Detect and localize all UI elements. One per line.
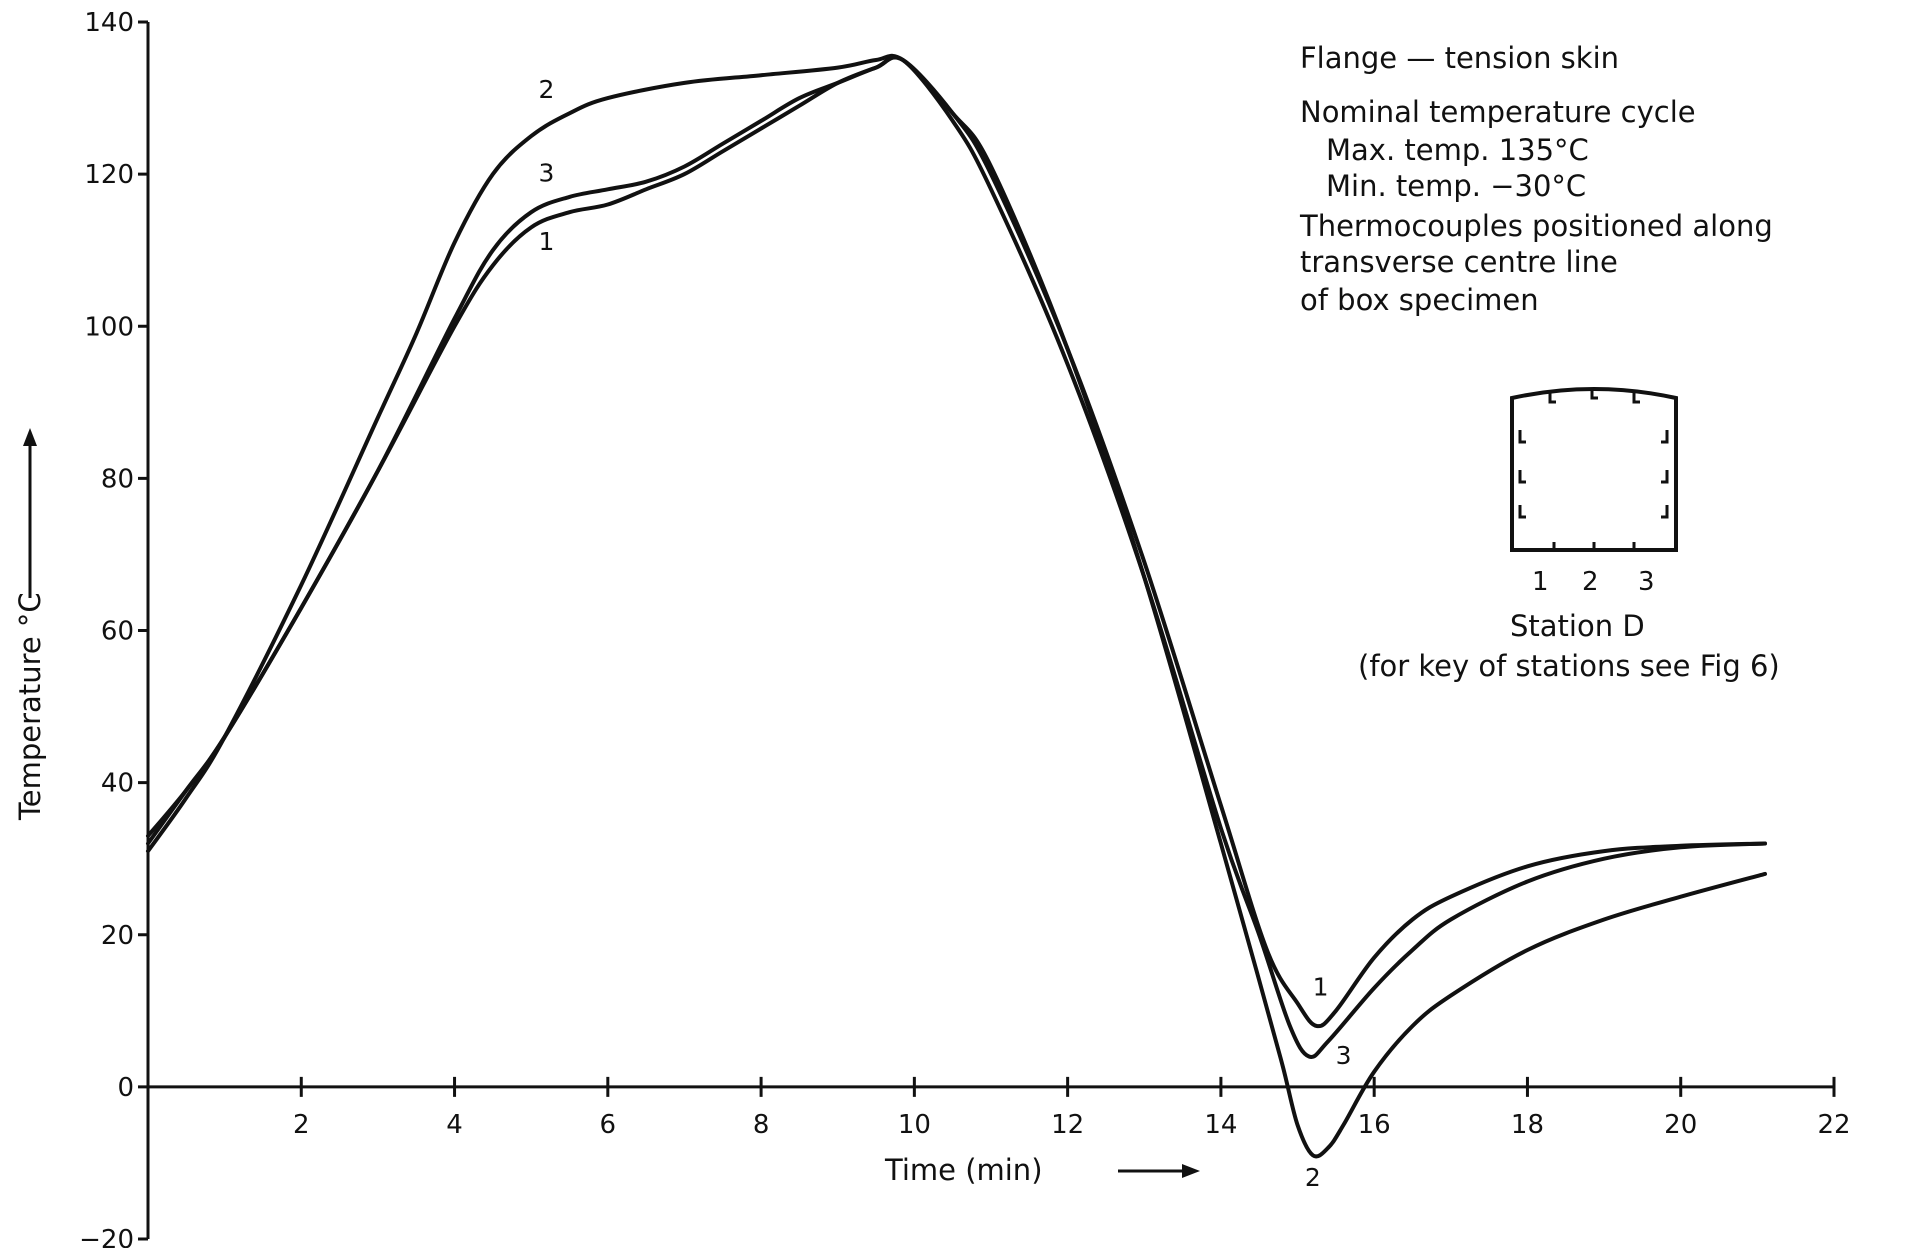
x-axis-arrow-head (1182, 1164, 1200, 1178)
y-tick-label-140: 140 (84, 8, 134, 38)
curve-label-2-5: 2 (1305, 1163, 1321, 1192)
station-label-3: 3 (1638, 567, 1655, 597)
y-axis-title-group: Temperature °C (13, 428, 47, 821)
curve-label-1-3: 1 (1313, 973, 1329, 1002)
curve-label-2-0: 2 (539, 75, 555, 104)
x-tick-label-18: 18 (1511, 1110, 1544, 1140)
note-cycle: Nominal temperature cycle (1300, 95, 1696, 129)
y-tick-label-100: 100 (84, 312, 134, 342)
y-axis-arrow-head (23, 428, 37, 446)
x-tick-label-8: 8 (753, 1110, 770, 1140)
thermocouple-marks (1518, 388, 1669, 550)
curve-label-3-1: 3 (539, 159, 555, 188)
x-tick-label-6: 6 (600, 1110, 617, 1140)
y-axis-title: Temperature °C (13, 592, 47, 821)
y-tick-label-40: 40 (101, 769, 134, 799)
y-tick-label-60: 60 (101, 617, 134, 647)
y-ticks: −20 0 20 40 60 80 100 120 140 (79, 8, 148, 1248)
curve-label-3-4: 3 (1336, 1041, 1352, 1070)
note-max-temp: Max. temp. 135°C (1326, 133, 1589, 167)
x-ticks: 2 4 6 8 10 12 14 16 18 20 22 (293, 1076, 1851, 1140)
x-tick-label-14: 14 (1204, 1110, 1237, 1140)
note-centre-line: transverse centre line (1300, 245, 1618, 279)
y-tick-label-0: 0 (117, 1073, 134, 1103)
note-thermocouples: Thermocouples positioned along (1299, 209, 1773, 243)
x-tick-label-12: 12 (1051, 1110, 1084, 1140)
station-caption: Station D (1510, 609, 1645, 643)
station-label-2: 2 (1582, 567, 1599, 597)
x-tick-label-20: 20 (1664, 1110, 1697, 1140)
note-min-temp: Min. temp. −30°C (1326, 169, 1586, 203)
y-tick-label-80: 80 (101, 464, 134, 494)
curve-label-1-2: 1 (539, 227, 555, 256)
station-subcaption: (for key of stations see Fig 6) (1358, 649, 1780, 683)
series-lines (146, 53, 1767, 1159)
annotation-notes: Flange — tension skin Nominal temperatur… (1299, 41, 1773, 317)
x-axis-title: Time (min) (884, 1153, 1043, 1187)
x-tick-label-4: 4 (446, 1110, 463, 1140)
y-tick-label--20: −20 (79, 1225, 134, 1248)
box-specimen-inset: 1 2 3 Station D (for key of stations see… (1358, 387, 1780, 683)
series-line-3 (146, 54, 1767, 1060)
note-box-specimen: of box specimen (1300, 283, 1539, 317)
box-outline (1510, 387, 1678, 552)
y-tick-label-120: 120 (84, 160, 134, 190)
x-tick-label-2: 2 (293, 1110, 310, 1140)
curve-labels: 2 3 1 1 3 2 (539, 75, 1352, 1192)
series-line-2 (146, 53, 1767, 1159)
x-tick-label-10: 10 (898, 1110, 931, 1140)
x-tick-label-16: 16 (1358, 1110, 1391, 1140)
y-tick-label-20: 20 (101, 921, 134, 951)
note-title: Flange — tension skin (1300, 41, 1619, 75)
station-label-1: 1 (1532, 567, 1549, 597)
x-tick-label-22: 22 (1817, 1110, 1850, 1140)
